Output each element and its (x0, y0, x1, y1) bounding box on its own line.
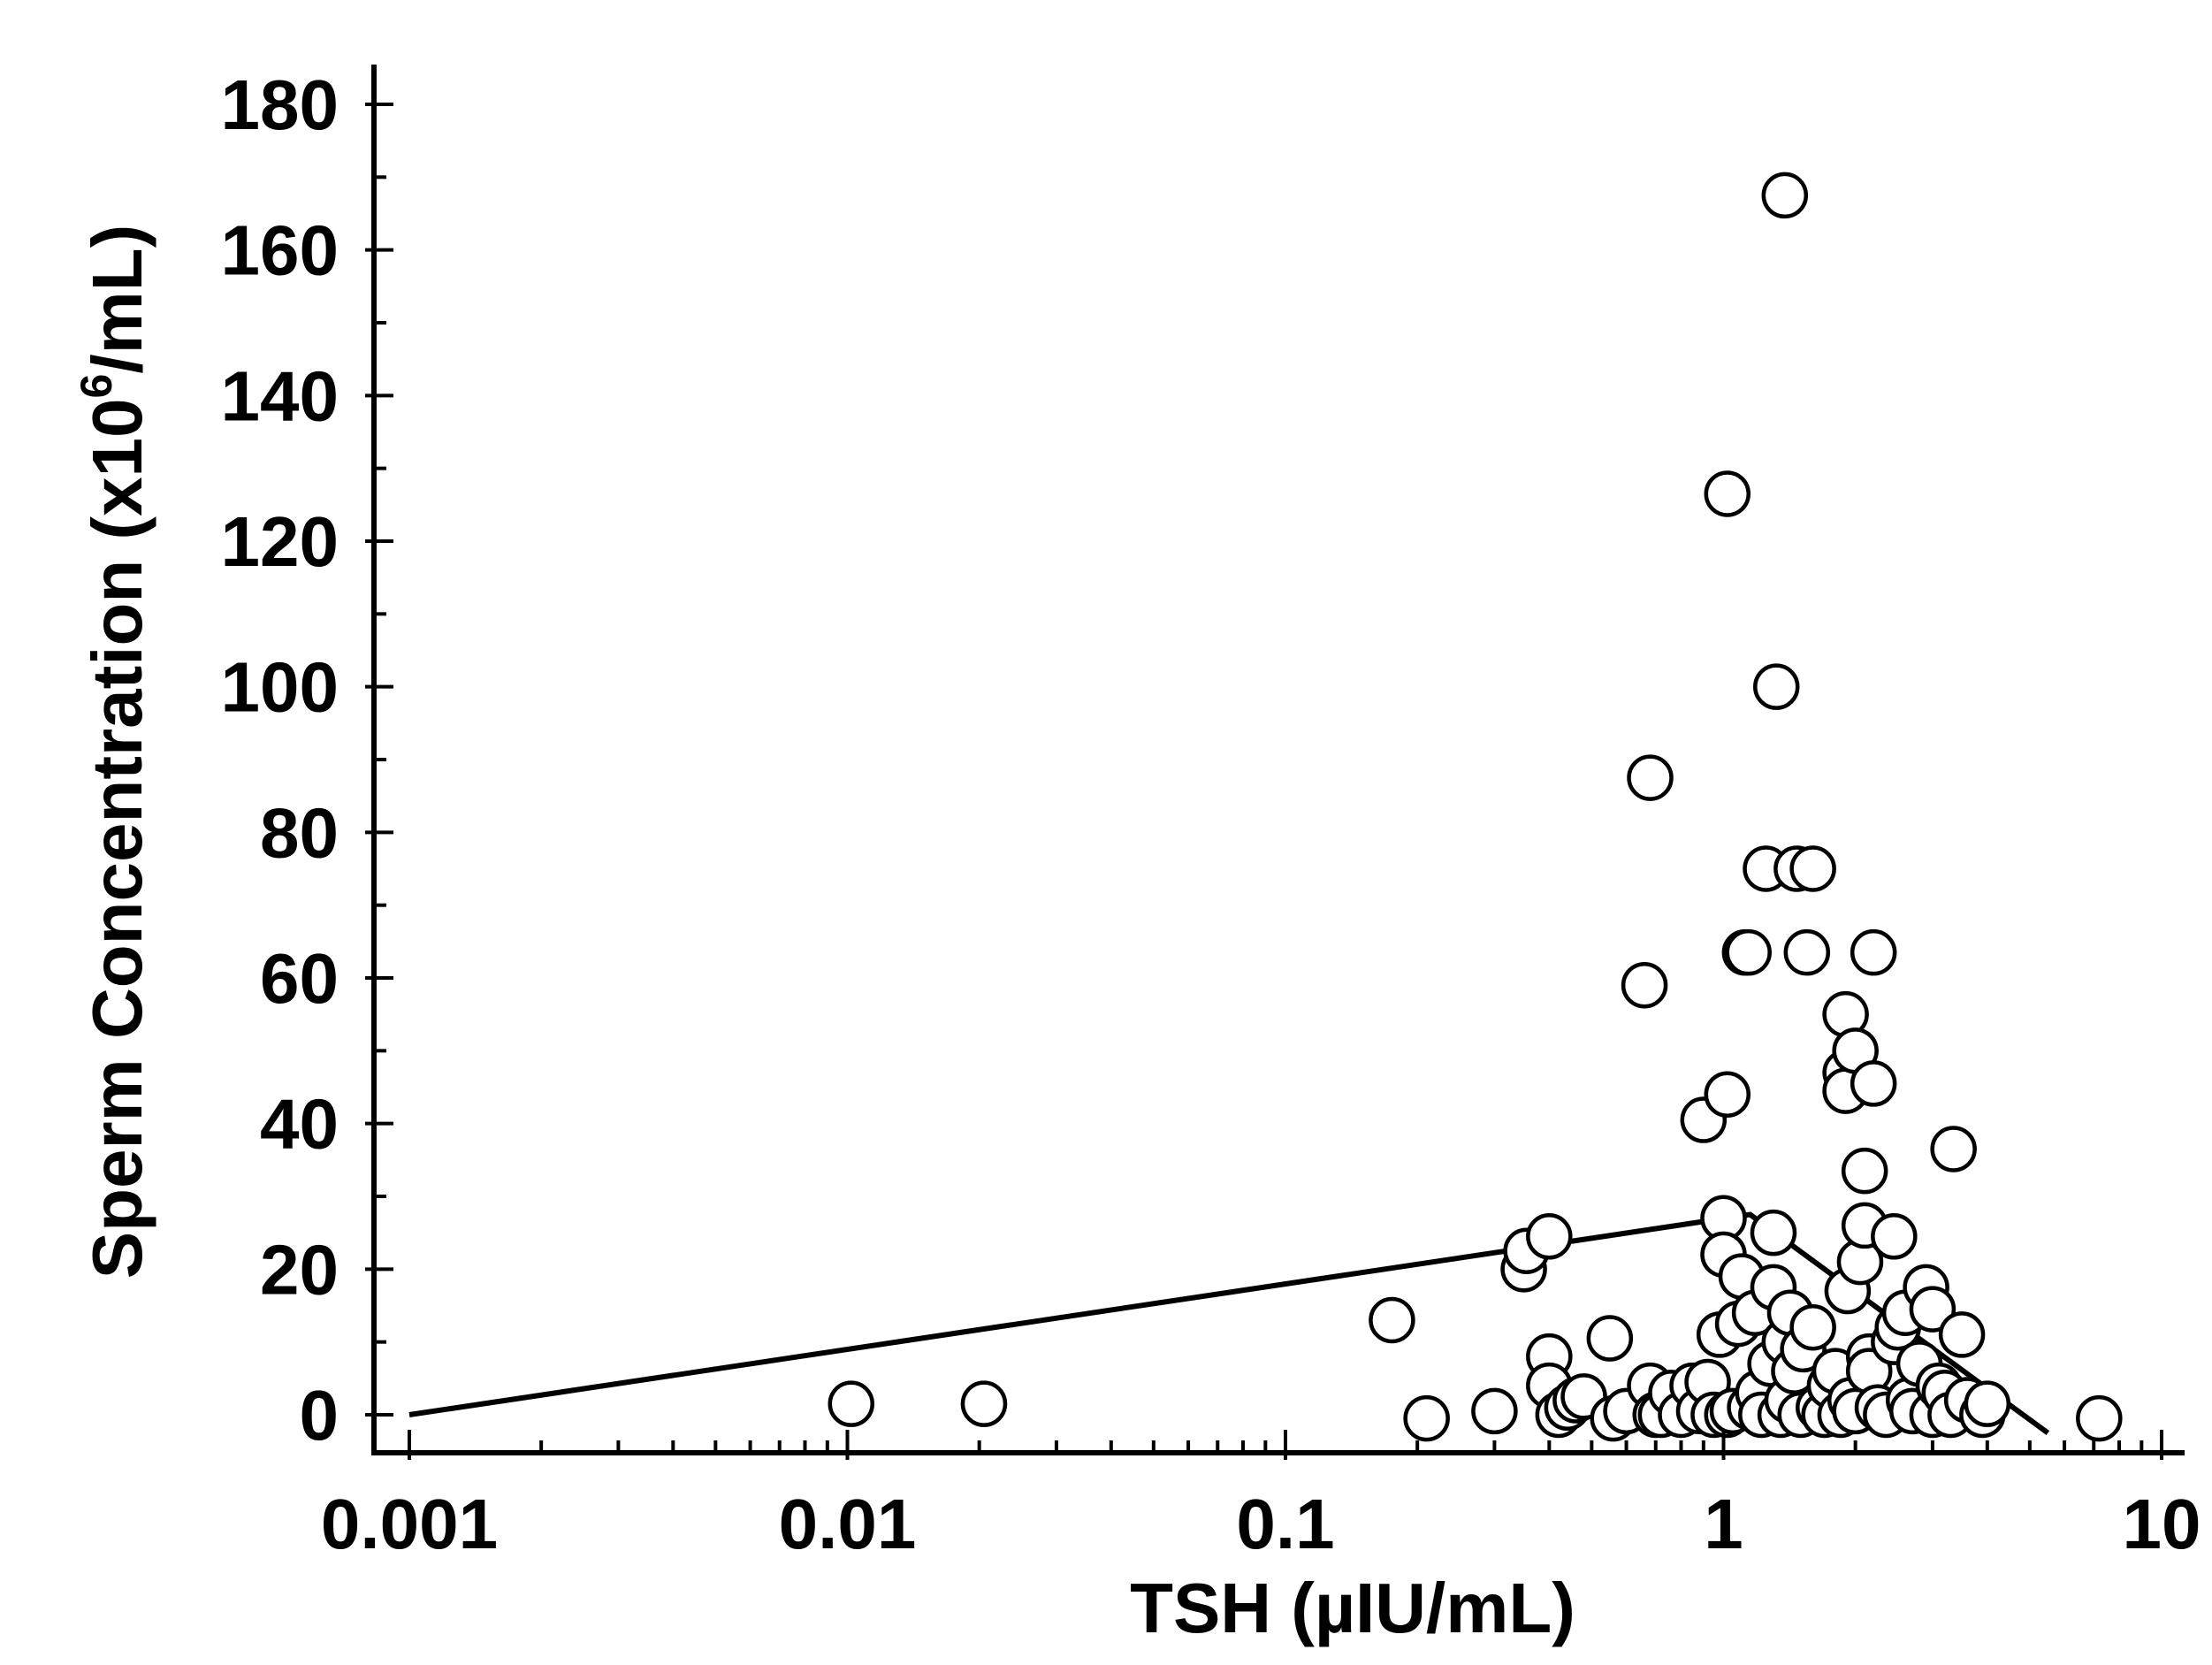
x-tick-label: 0.01 (779, 1485, 917, 1563)
fit-line (408, 1211, 2050, 1436)
data-point (1789, 845, 1836, 892)
data-point (1850, 928, 1897, 976)
y-tick-label: 40 (260, 1085, 339, 1164)
data-point (1586, 1315, 1634, 1362)
x-tick-label: 1 (1704, 1485, 1743, 1563)
data-point (1752, 663, 1800, 710)
y-tick-label: 20 (260, 1230, 339, 1309)
data-point (1704, 470, 1751, 517)
y-tick-label: 80 (260, 793, 339, 872)
y-axis-title-superscript: 6 (72, 374, 121, 399)
data-point (1471, 1387, 1518, 1435)
data-point (1704, 1071, 1751, 1118)
y-axis-title-end: /mL) (78, 225, 156, 374)
data-point (1938, 1311, 1986, 1358)
data-point (1909, 1286, 1956, 1333)
y-axis-title: Sperm Concentration (x106/mL) (72, 225, 156, 1279)
fit-line-layer (408, 1211, 2050, 1436)
data-point (960, 1380, 1008, 1427)
data-point (1725, 928, 1772, 976)
data-point (2076, 1394, 2123, 1442)
data-point (1403, 1394, 1450, 1442)
data-point (1627, 754, 1674, 801)
data-point (1850, 1060, 1897, 1107)
data-point (1871, 1213, 1918, 1260)
data-point (1783, 928, 1831, 976)
y-axis-title-main: Sperm Concentration (x10 (78, 398, 156, 1279)
x-axis-title: TSH (µIU/mL) (1130, 1569, 1575, 1647)
data-point (1789, 1303, 1836, 1351)
points-layer (828, 172, 2123, 1442)
data-point (1841, 1147, 1888, 1195)
data-point (1964, 1380, 2011, 1427)
y-tick-label: 0 (300, 1376, 339, 1455)
y-tick-label: 100 (221, 648, 339, 727)
y-tick-label: 180 (221, 65, 339, 144)
data-point (1369, 1296, 1415, 1344)
data-point (1761, 172, 1809, 219)
x-tick-label: 0.1 (1236, 1485, 1334, 1563)
ticks-layer: 0 20 40 60 80 100 120 140 160 180 0.001 0.01 0.1 1 10 (221, 65, 2201, 1563)
data-point (828, 1380, 875, 1427)
data-point (1621, 961, 1668, 1009)
x-tick-label: 10 (2123, 1485, 2201, 1563)
x-tick-label: 0.001 (321, 1485, 498, 1563)
data-point (1930, 1126, 1977, 1172)
y-tick-label: 160 (221, 211, 339, 290)
data-point (1750, 1209, 1797, 1256)
y-tick-label: 140 (221, 356, 339, 435)
y-tick-label: 60 (260, 939, 339, 1018)
data-point (1526, 1213, 1573, 1260)
y-tick-label: 120 (221, 502, 339, 581)
